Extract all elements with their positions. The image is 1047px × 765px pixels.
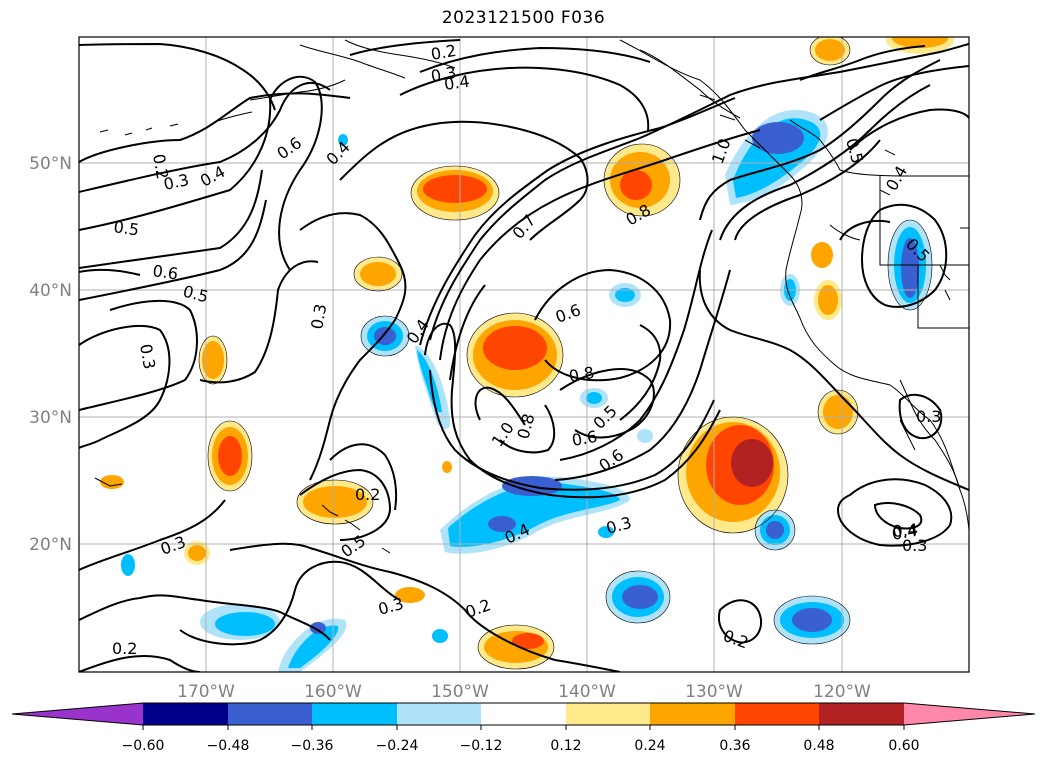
contour-label: 0.4	[890, 521, 918, 544]
colorbar-bin	[650, 703, 735, 725]
colorbar-ticks	[142, 725, 905, 730]
colorbar-bin	[143, 703, 228, 725]
lon-label: 160°W	[304, 682, 362, 702]
contour-label: 0.2	[149, 152, 172, 180]
colorbar-bin	[228, 703, 312, 725]
contour-lines	[79, 39, 969, 672]
lon-label: 170°W	[177, 682, 235, 702]
contour-label: 0.8	[567, 363, 595, 386]
contour-label: 0.6	[570, 427, 598, 450]
contour-label: 0.3	[916, 407, 941, 426]
colorbar: −0.60 −0.48 −0.36 −0.24 −0.12 0.12 0.24 …	[11, 702, 1036, 754]
contour-label: 0.2	[429, 41, 457, 64]
contour-label: 0.6	[151, 261, 179, 283]
colorbar-tick-label: 0.12	[550, 738, 581, 754]
anomaly-outlines	[198, 37, 933, 670]
colorbar-bin	[312, 703, 397, 725]
contour-label: 0.3	[162, 170, 191, 194]
contour-label: 0.4	[892, 520, 919, 541]
lat-label: 50°N	[29, 154, 72, 174]
contour-label: 0.2	[355, 485, 380, 504]
colorbar-tick-label: −0.60	[122, 738, 165, 754]
contour-label: 0.3	[429, 63, 457, 86]
colorbar-tick-label: 0.60	[888, 738, 919, 754]
colorbar-tick-label: 0.48	[803, 738, 834, 754]
lon-label: 120°W	[813, 682, 871, 702]
latitude-labels: 50°N 40°N 30°N 20°N	[29, 154, 72, 555]
colorbar-bin	[566, 703, 650, 725]
lat-label: 20°N	[29, 535, 72, 555]
lat-label: 40°N	[29, 281, 72, 301]
contour-label: 0.2	[112, 639, 137, 658]
colorbar-bin	[397, 703, 481, 725]
lon-label: 140°W	[558, 682, 616, 702]
colorbar-extend-low	[12, 703, 143, 725]
longitude-labels: 170°W 160°W 150°W 140°W 130°W 120°W	[177, 682, 871, 702]
contour-label: 0.3	[902, 536, 927, 555]
colorbar-bin	[735, 703, 819, 725]
colorbar-tick-label: −0.12	[460, 738, 503, 754]
positive-anomaly-shading	[100, 37, 954, 669]
colorbar-tick-label: −0.36	[291, 738, 334, 754]
map-frame	[78, 36, 970, 673]
colorbar-bin	[819, 703, 904, 725]
contour-label: 0.3	[307, 302, 330, 330]
map-field: 0.2 0.3 0.4 0.2 0.3 0.4 0.6 0.4 0.3 0.4 …	[79, 37, 969, 672]
colorbar-tick-label: −0.48	[207, 738, 250, 754]
lon-label: 130°W	[685, 682, 743, 702]
lon-label: 150°W	[431, 682, 489, 702]
colorbar-extend-high	[904, 703, 1035, 725]
contour-label: 0.5	[112, 217, 140, 239]
colorbar-tick-label: 0.24	[634, 738, 665, 754]
colorbar-bin	[481, 703, 566, 725]
map-title: 2023121500 F036	[441, 8, 606, 28]
gridlines	[79, 37, 969, 672]
lat-label: 30°N	[29, 408, 72, 428]
colorbar-tick-label: 0.36	[719, 738, 750, 754]
colorbar-tick-label: −0.24	[376, 738, 419, 754]
contour-label: 0.4	[443, 72, 471, 94]
contour-label: 0.3	[136, 342, 159, 370]
